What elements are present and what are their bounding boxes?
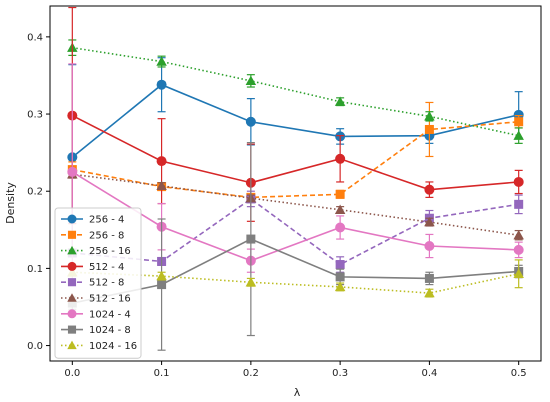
data-point [424, 287, 435, 298]
data-point [246, 234, 256, 244]
legend-label: 256 - 4 [89, 215, 124, 226]
legend-box [54, 207, 142, 359]
series-line [71, 171, 519, 262]
data-point [335, 260, 345, 270]
legend-label: 512 - 16 [89, 294, 131, 305]
data-point [513, 130, 524, 140]
legend-entry-3: 512 - 4 [61, 261, 124, 273]
legend-entry-6: 1024 - 4 [61, 309, 131, 320]
legend-entry-5: 512 - 16 [61, 293, 131, 305]
x-tick-label: 0.0 [64, 368, 80, 379]
y-tick-label: 0.2 [27, 187, 43, 198]
legend-label: 1024 - 4 [89, 309, 131, 320]
legend-marker [67, 340, 77, 350]
legend-entry-0: 256 - 4 [61, 214, 124, 226]
data-point [157, 280, 167, 290]
legend-marker [67, 230, 77, 239]
legend-entry-8: 1024 - 16 [61, 340, 137, 352]
y-tick-label: 0.4 [27, 32, 43, 43]
data-point [424, 216, 435, 227]
legend-entry-4: 512 - 8 [61, 278, 124, 289]
data-point [245, 116, 256, 127]
data-point [335, 272, 345, 282]
legend-marker [67, 309, 77, 319]
x-tick-label: 0.5 [511, 368, 527, 379]
data-point [156, 180, 167, 191]
legend-marker [67, 245, 77, 255]
series-8 [67, 259, 524, 298]
x-axis-label: λ [294, 386, 301, 399]
data-point [514, 117, 524, 127]
data-point [424, 124, 434, 134]
data-point [334, 204, 346, 214]
data-point [513, 176, 524, 187]
data-point [156, 79, 167, 90]
legend-label: 256 - 16 [89, 246, 131, 257]
plot-area [67, 6, 524, 351]
data-point [334, 96, 346, 106]
legend-marker [67, 325, 77, 334]
y-tick-label: 0.0 [27, 341, 43, 352]
series-line [71, 83, 519, 158]
data-point [424, 273, 434, 283]
series-line [72, 238, 519, 304]
y-tick-label: 0.1 [27, 264, 43, 275]
x-tick-label: 0.4 [421, 368, 437, 379]
legend-marker [67, 293, 77, 302]
legend-label: 512 - 8 [89, 278, 124, 289]
data-point [335, 153, 346, 164]
series-line [71, 114, 519, 191]
axes: 0.0 0.1 0.2 0.3 0.4 0.5 0.0 0.1 0.2 0.3 0.4 [27, 5, 542, 379]
data-point [67, 166, 78, 177]
series-6 [67, 63, 524, 281]
legend-label: 1024 - 16 [89, 341, 137, 352]
legend: 256 - 4 256 - 8 256 - 16 512 - 4 512 - 8 512 … [54, 207, 142, 359]
data-point [424, 111, 435, 121]
legend-entry-7: 1024 - 8 [61, 325, 131, 336]
data-point [513, 229, 524, 240]
data-point [335, 222, 346, 233]
y-axis-label: Density [4, 182, 17, 224]
data-point [424, 241, 435, 252]
legend-marker [67, 261, 77, 271]
series-line [72, 197, 519, 266]
legend-label: 256 - 8 [89, 230, 124, 241]
x-tick-label: 0.2 [243, 368, 259, 379]
x-tick-label: 0.1 [154, 368, 170, 379]
data-point [514, 199, 524, 209]
data-point [334, 281, 346, 292]
legend-label: 1024 - 8 [89, 325, 131, 336]
legend-entry-2: 256 - 16 [61, 245, 131, 257]
legend-marker [67, 278, 77, 287]
legend-entry-1: 256 - 8 [61, 230, 124, 241]
data-point [156, 156, 167, 167]
data-point [156, 56, 167, 66]
data-point [245, 277, 257, 287]
axes-frame [49, 5, 542, 362]
x-tick-label: 0.3 [332, 368, 348, 379]
data-point [156, 270, 167, 281]
y-tick-label: 0.3 [27, 110, 43, 121]
data-point [335, 189, 345, 199]
data-point [513, 244, 524, 255]
series-line [72, 120, 519, 199]
series-line [72, 271, 519, 294]
data-point [245, 75, 257, 86]
data-point [513, 268, 524, 278]
data-point [424, 184, 435, 195]
legend-label: 512 - 4 [89, 262, 124, 273]
series-line [72, 173, 519, 236]
legend-marker [67, 214, 77, 224]
